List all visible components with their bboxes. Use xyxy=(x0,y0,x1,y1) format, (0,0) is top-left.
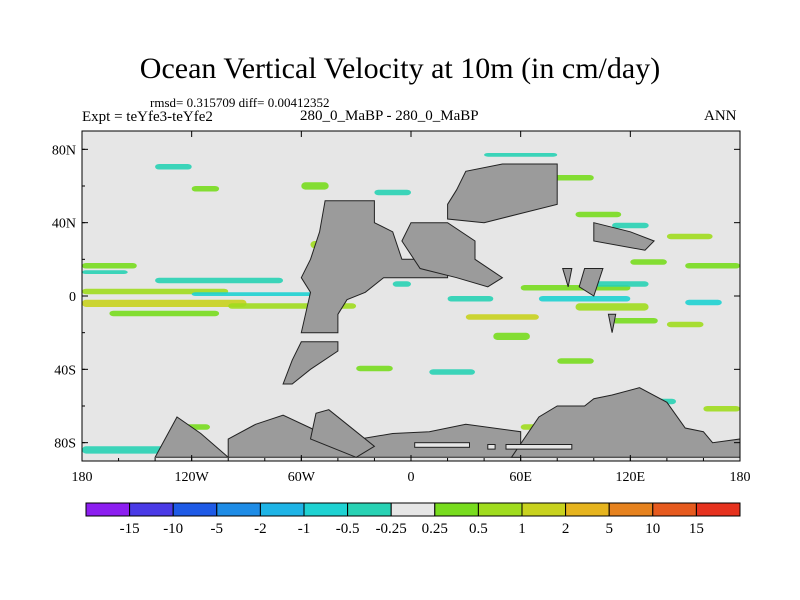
anomaly-patch xyxy=(356,365,393,372)
x-tick-label: 60W xyxy=(288,470,316,485)
anomaly-patch xyxy=(703,406,740,412)
colorbar-label: 10 xyxy=(645,521,660,537)
ice-shelf xyxy=(505,444,573,450)
ice-shelf xyxy=(487,444,496,450)
colorbar-swatch xyxy=(608,502,654,517)
y-axis: 80N 40N 0 40S 80S xyxy=(52,143,740,452)
colorbar: -15 -10 -5 -2 -1 -0.5 -0.25 0.25 0.5 1 2 5 10 15 xyxy=(85,502,741,537)
anomaly-patch xyxy=(630,259,667,265)
anomaly-patch xyxy=(465,314,539,320)
colorbar-swatch xyxy=(347,502,392,517)
colorbar-label: -10 xyxy=(163,521,183,537)
anomaly-patch xyxy=(82,299,247,307)
land-mass xyxy=(282,341,339,385)
y-tick-label: 0 xyxy=(69,290,76,305)
colorbar-swatch xyxy=(695,502,741,517)
colorbar-label: 1 xyxy=(518,521,526,537)
colorbar-label: -15 xyxy=(120,521,140,537)
colorbar-label: 2 xyxy=(562,521,570,537)
anomaly-patch xyxy=(538,296,631,302)
y-tick-label: 80N xyxy=(52,143,76,158)
anomaly-patch xyxy=(575,303,649,311)
land-layer xyxy=(154,163,741,458)
colorbar-label: 15 xyxy=(689,521,704,537)
colorbar-swatch xyxy=(390,502,436,517)
land-mass xyxy=(562,268,573,287)
x-tick-label: 0 xyxy=(408,470,415,485)
season-label: ANN xyxy=(704,108,737,124)
anomaly-patch xyxy=(374,189,411,196)
colorbar-label: -0.5 xyxy=(336,521,360,537)
colorbar-label: 5 xyxy=(605,521,613,537)
colorbar-label: 0.25 xyxy=(422,521,448,537)
colorbar-swatch xyxy=(172,502,218,517)
y-tick-label: 40S xyxy=(54,363,76,378)
anomaly-patch xyxy=(685,263,740,269)
anomaly-patch xyxy=(155,164,192,170)
land-mass xyxy=(593,222,655,251)
anomaly-patch xyxy=(392,281,411,287)
anomaly-patch xyxy=(612,222,649,229)
x-tick-label: 180 xyxy=(72,470,93,485)
anomaly-patch xyxy=(557,358,594,364)
colorbar-swatch xyxy=(259,502,305,517)
anomaly-patch xyxy=(301,182,329,190)
land-mass xyxy=(578,268,604,297)
y-tick-label: 40N xyxy=(52,217,76,232)
colorbar-swatch xyxy=(521,502,567,517)
y-tick-label: 80S xyxy=(54,437,76,452)
anomaly-patch xyxy=(447,296,494,302)
anomaly-patch xyxy=(82,288,229,295)
anomaly-patch xyxy=(82,263,137,269)
x-tick-label: 120W xyxy=(175,470,210,485)
anomaly-patch xyxy=(82,270,128,274)
anomaly-patch xyxy=(612,318,658,324)
anomaly-patch xyxy=(575,211,622,218)
colorbar-swatch xyxy=(565,502,610,517)
anomaly-patch xyxy=(155,277,283,284)
x-tick-label: 180 xyxy=(730,470,751,485)
colorbar-swatch xyxy=(652,502,697,517)
anomaly-patch xyxy=(685,299,722,306)
colorbar-swatch xyxy=(303,502,349,517)
experiment-label: Expt = teYfe3-teYfe2 xyxy=(82,109,213,125)
colorbar-swatch xyxy=(85,502,131,517)
anomaly-patch xyxy=(191,186,220,192)
colorbar-swatch xyxy=(434,502,479,517)
x-axis: 180 120W 60W 0 60E 120E 180 xyxy=(72,131,751,485)
colorbar-swatch xyxy=(216,502,261,517)
land-mass xyxy=(447,163,558,224)
chart-title: Ocean Vertical Velocity at 10m (in cm/da… xyxy=(139,52,661,85)
colorbar-label: -5 xyxy=(211,521,224,537)
anomaly-patch xyxy=(666,321,704,328)
colorbar-swatch xyxy=(129,502,174,517)
x-tick-label: 120E xyxy=(616,470,646,485)
colorbar-swatch xyxy=(477,502,523,517)
colorbar-label: -2 xyxy=(254,521,267,537)
anomaly-patch xyxy=(666,233,713,240)
anomaly-patch xyxy=(109,310,220,317)
anomaly-patch xyxy=(191,292,338,296)
land-mass xyxy=(309,409,376,458)
land-mass xyxy=(401,222,504,288)
ice-shelf xyxy=(414,442,471,448)
period-label: 280_0_MaBP - 280_0_MaBP xyxy=(300,108,479,124)
anomaly-patch xyxy=(484,153,558,157)
colorbar-label: -0.25 xyxy=(376,521,407,537)
land-mass xyxy=(607,313,617,333)
anomaly-patch xyxy=(593,281,649,287)
land-mass xyxy=(510,387,741,458)
colorbar-label: 0.5 xyxy=(469,521,488,537)
anomaly-patch xyxy=(493,332,530,340)
land-mass xyxy=(154,416,230,458)
colorbar-label: -1 xyxy=(298,521,311,537)
stats-label: rmsd= 0.315709 diff= 0.00412352 xyxy=(150,95,330,110)
x-tick-label: 60E xyxy=(509,470,532,485)
anomaly-patch xyxy=(429,369,475,375)
land-mass xyxy=(300,200,449,334)
